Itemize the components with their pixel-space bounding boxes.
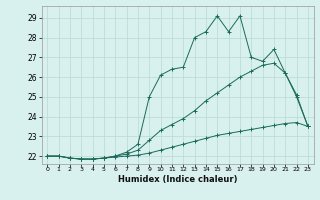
X-axis label: Humidex (Indice chaleur): Humidex (Indice chaleur) (118, 175, 237, 184)
